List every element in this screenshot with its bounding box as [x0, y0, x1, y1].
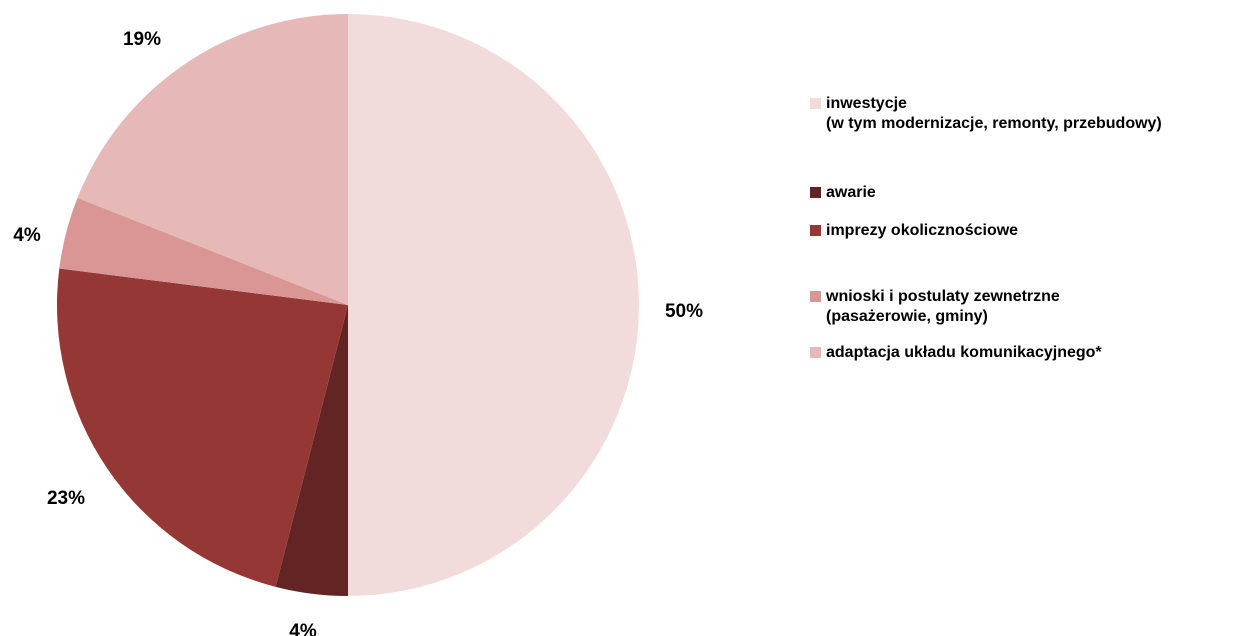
data-label-awarie: 4% — [289, 621, 317, 636]
data-label-wnioski: 4% — [13, 225, 41, 246]
pie-slice-inwestycje — [348, 14, 639, 596]
legend-swatch-awarie — [810, 187, 821, 198]
pie-data-labels: 50% 4% 23% 4% 19% — [13, 29, 703, 636]
pie-slice-wnioski — [59, 197, 348, 305]
legend-swatch-inwestycje — [810, 98, 821, 109]
pie-slice-adaptacja — [77, 14, 348, 305]
pie-slice-imprezy — [56, 268, 349, 587]
pie-slice-awarie — [275, 305, 348, 596]
legend-label-inwestycje: inwestycje (w tym modernizacje, remonty,… — [826, 95, 1162, 132]
legend-label-awarie: awarie — [826, 184, 876, 201]
data-label-inwestycje: 50% — [665, 301, 703, 322]
data-label-imprezy: 23% — [47, 488, 85, 509]
legend-label-adaptacja: adaptacja układu komunikacyjnego* — [826, 344, 1102, 361]
legend-item-adaptacja: adaptacja układu komunikacyjnego* — [810, 343, 1102, 363]
legend-item-imprezy: imprezy okolicznościowe — [810, 221, 1018, 241]
data-label-adaptacja: 19% — [123, 29, 161, 50]
legend-item-awarie: awarie — [810, 183, 876, 203]
legend-item-wnioski: wnioski i postulaty zewnetrzne (pasażero… — [810, 287, 1060, 327]
legend-label-imprezy: imprezy okolicznościowe — [826, 222, 1019, 239]
legend-swatch-imprezy — [810, 225, 821, 236]
pie-chart-svg: 50% 4% 23% 4% 19% — [13, 14, 703, 636]
pie-slices — [56, 14, 639, 596]
legend-swatch-adaptacja — [810, 347, 821, 358]
legend-label-wnioski: wnioski i postulaty zewnetrzne (pasażero… — [826, 288, 1060, 325]
legend-item-inwestycje: inwestycje (w tym modernizacje, remonty,… — [810, 94, 1162, 134]
legend-swatch-wnioski — [810, 291, 821, 302]
